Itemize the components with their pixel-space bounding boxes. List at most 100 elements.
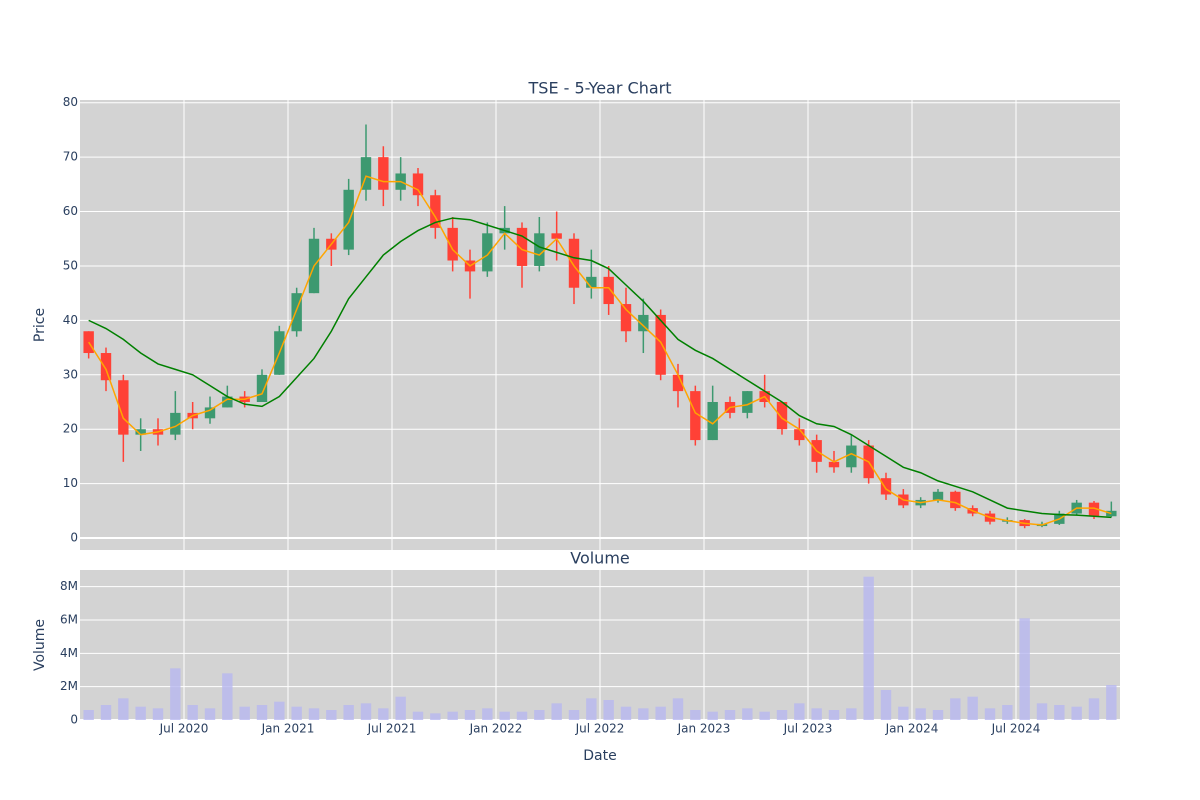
volume-bar — [1071, 706, 1082, 720]
price-axis-title: Price — [32, 308, 48, 342]
candle-body — [1088, 502, 1100, 517]
candle-body — [412, 173, 424, 196]
y-tick-label: 4M — [60, 646, 78, 660]
volume-bar — [707, 711, 718, 720]
volume-bar — [1088, 698, 1100, 720]
volume-bar — [100, 705, 112, 720]
volume-bar — [187, 705, 198, 720]
volume-bar — [655, 706, 666, 720]
x-tick-label: Jan 2022 — [469, 722, 523, 736]
x-tick-label: Jul 2020 — [159, 722, 209, 736]
x-tick-label: Jul 2022 — [575, 722, 625, 736]
candle-body — [222, 396, 233, 408]
candle-body — [204, 407, 216, 419]
candle-body — [534, 233, 545, 266]
volume-bar — [828, 710, 840, 720]
volume-bar — [863, 576, 874, 720]
volume-bar — [724, 710, 736, 720]
volume-bar — [1054, 705, 1065, 720]
volume-bar — [672, 698, 684, 720]
volume-bar — [846, 708, 857, 720]
y-tick-label: 20 — [63, 422, 78, 436]
volume-bar — [291, 706, 302, 720]
volume-bar — [568, 710, 580, 720]
candle-body — [482, 233, 493, 272]
volume-bar — [620, 706, 632, 720]
volume-bar — [464, 710, 476, 720]
volume-bar — [222, 673, 233, 720]
candle-body — [672, 374, 684, 392]
moving-average-line — [88, 175, 1112, 526]
volume-bar — [551, 703, 562, 720]
volume-bar — [447, 711, 458, 720]
y-tick-label: 50 — [63, 258, 78, 272]
x-axis-title: Date — [583, 748, 616, 764]
volume-bar — [482, 708, 493, 720]
candle-body — [343, 189, 354, 250]
candle-body — [100, 353, 112, 381]
x-tick-label: Jul 2023 — [783, 722, 833, 736]
volume-bar — [412, 711, 424, 720]
volume-bar — [1019, 618, 1030, 720]
volume-title: Volume — [570, 549, 630, 568]
volume-bar — [274, 701, 285, 720]
volume-bar — [378, 708, 389, 720]
candle-body — [568, 238, 580, 288]
y-tick-label: 60 — [63, 204, 78, 218]
volume-bar — [360, 703, 372, 720]
x-tick-label: Jul 2024 — [991, 722, 1041, 736]
volume-bar — [898, 706, 909, 720]
candle-body — [655, 314, 666, 375]
candle-body — [256, 374, 268, 402]
candle-body — [794, 429, 805, 441]
volume-bar — [343, 705, 354, 720]
y-tick-label: 80 — [63, 95, 78, 109]
volume-bar — [794, 703, 805, 720]
volume-bar — [170, 668, 181, 720]
volume-bar — [326, 710, 337, 720]
candle-body — [828, 461, 840, 468]
candle-body — [586, 276, 597, 288]
volume-bar — [880, 690, 892, 720]
y-tick-label: 70 — [63, 150, 78, 164]
volume-bar — [308, 708, 320, 720]
candle-body — [638, 314, 649, 332]
volume-bar — [1106, 685, 1117, 720]
candle-body — [291, 293, 302, 332]
y-tick-label: 0 — [70, 713, 78, 727]
volume-axis-title: Volume — [32, 619, 48, 671]
x-tick-label: Jan 2023 — [677, 722, 731, 736]
volume-bar — [135, 706, 146, 720]
candle-body — [776, 401, 788, 430]
candle-body — [707, 401, 718, 441]
y-tick-label: 30 — [63, 367, 78, 381]
candle-body — [360, 157, 372, 190]
volume-bar — [776, 710, 788, 720]
volume-bar — [586, 698, 597, 720]
candle-body — [742, 391, 753, 413]
volume-bar — [811, 708, 822, 720]
volume-bar — [395, 696, 406, 720]
volume-bar — [690, 710, 701, 720]
candle-body — [932, 491, 944, 500]
y-tick-label: 6M — [60, 613, 78, 627]
moving-average-line — [88, 217, 1112, 519]
volume-bar — [603, 700, 614, 720]
volume-bar — [984, 708, 996, 720]
volume-bar — [204, 708, 216, 720]
candle-body — [603, 276, 614, 305]
volume-bar — [516, 711, 528, 720]
volume-bar — [967, 696, 978, 720]
volume-bar — [1002, 705, 1013, 720]
candle-body — [846, 445, 857, 468]
candle-body — [950, 491, 961, 509]
candle-body — [551, 233, 562, 239]
candle-body — [170, 412, 181, 435]
chart-title: TSE - 5-Year Chart — [528, 79, 672, 98]
y-tick-label: 0 — [70, 531, 78, 545]
candle-body — [690, 391, 701, 441]
volume-bar — [932, 710, 944, 720]
volume-bar — [83, 710, 94, 720]
candle-body — [118, 380, 129, 435]
